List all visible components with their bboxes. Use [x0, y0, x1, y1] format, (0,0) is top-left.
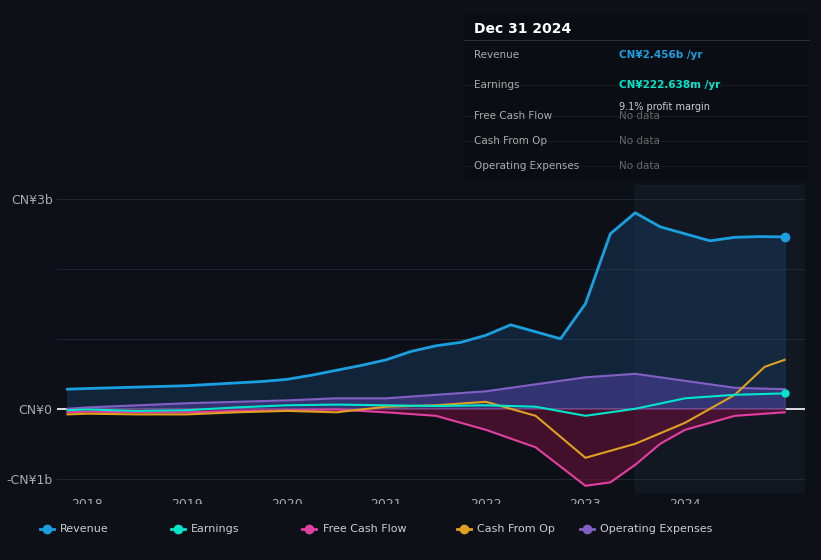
Text: 9.1% profit margin: 9.1% profit margin [619, 101, 710, 111]
Text: Free Cash Flow: Free Cash Flow [475, 111, 553, 122]
Text: Cash From Op: Cash From Op [477, 524, 555, 534]
Bar [635, 185, 805, 493]
Text: CN¥2.456b /yr: CN¥2.456b /yr [619, 50, 703, 60]
Text: Earnings: Earnings [191, 524, 240, 534]
Text: CN¥222.638m /yr: CN¥222.638m /yr [619, 80, 720, 90]
Text: Revenue: Revenue [475, 50, 520, 60]
Text: No data: No data [619, 136, 660, 146]
Text: No data: No data [619, 111, 660, 122]
Text: Dec 31 2024: Dec 31 2024 [475, 22, 571, 36]
Text: Revenue: Revenue [60, 524, 109, 534]
Text: Operating Expenses: Operating Expenses [475, 161, 580, 171]
Text: Earnings: Earnings [475, 80, 520, 90]
Text: No data: No data [619, 161, 660, 171]
Text: Operating Expenses: Operating Expenses [600, 524, 713, 534]
Text: Free Cash Flow: Free Cash Flow [323, 524, 406, 534]
Text: Cash From Op: Cash From Op [475, 136, 548, 146]
